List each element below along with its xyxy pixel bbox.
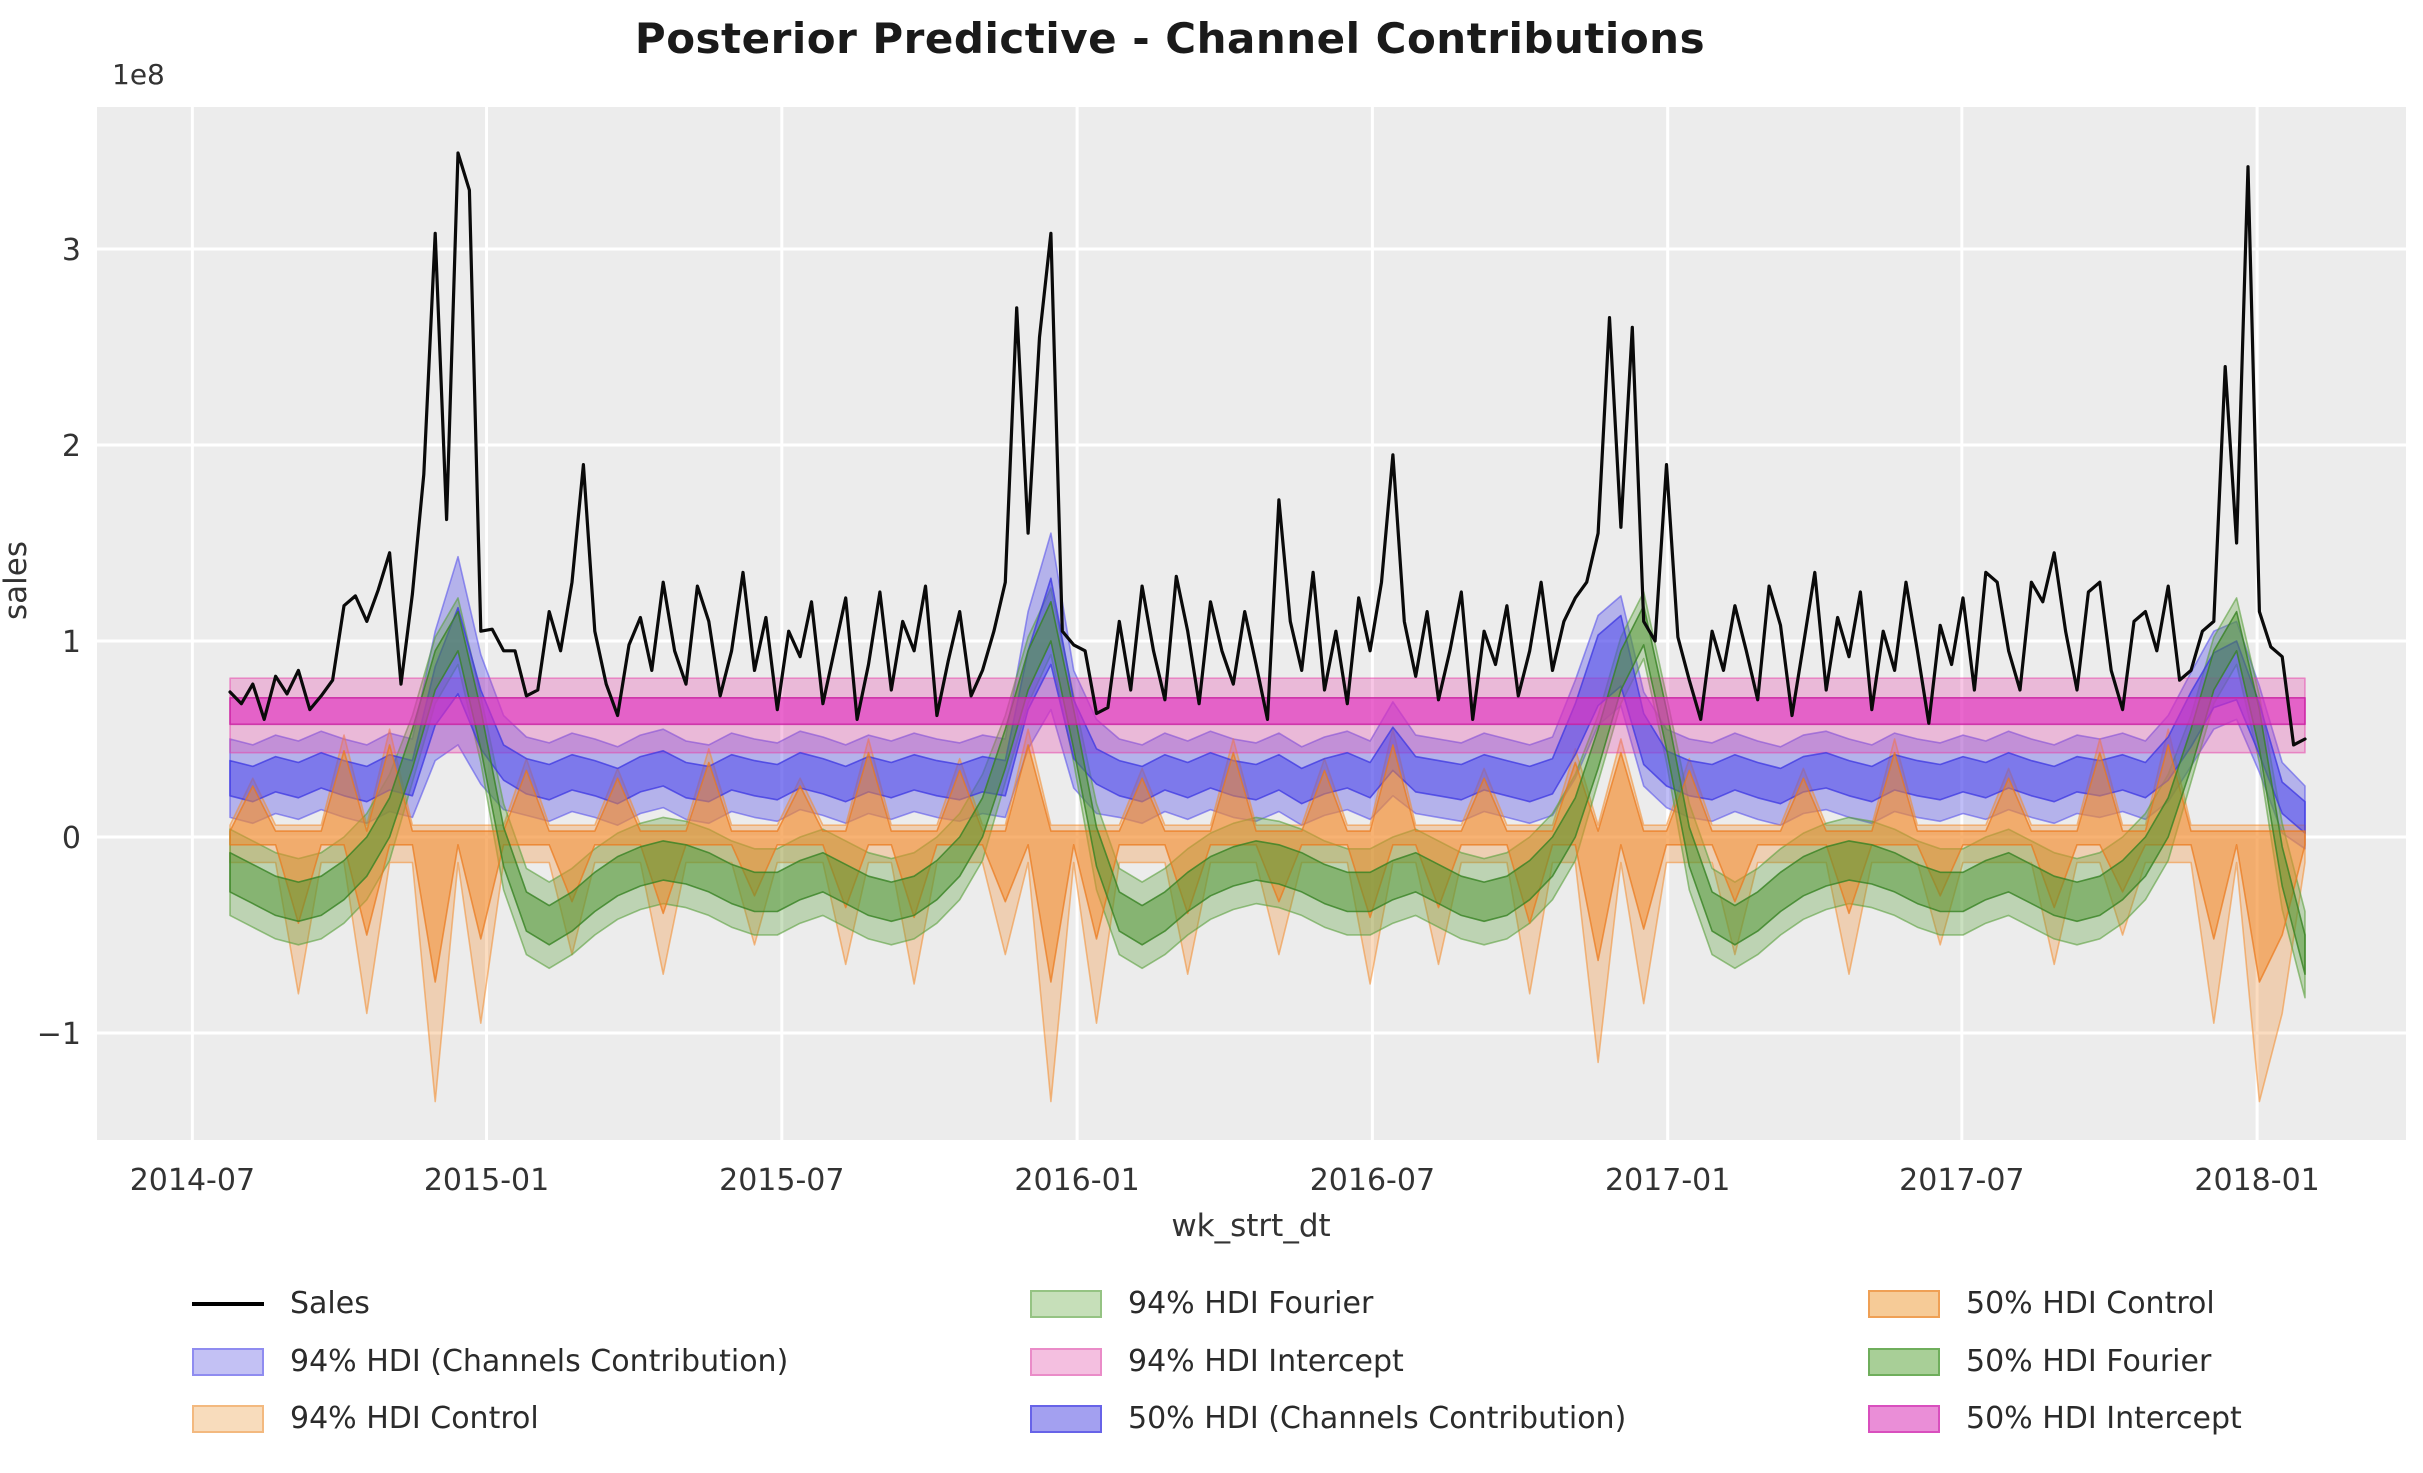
legend-label: 94% HDI Fourier <box>1128 1286 1374 1321</box>
x-tick-label: 2015-07 <box>719 1163 844 1198</box>
x-tick-label: 2016-01 <box>1014 1163 1139 1198</box>
x-tick-label: 2016-07 <box>1310 1163 1435 1198</box>
legend-patch-swatch <box>1030 1347 1102 1376</box>
legend-label: Sales <box>290 1286 370 1321</box>
legend-line-swatch <box>192 1301 264 1306</box>
legend-label: 50% HDI (Channels Contribution) <box>1128 1401 1627 1436</box>
legend-item-94-hdi-fourier: 94% HDI Fourier <box>1030 1286 1373 1321</box>
legend-patch-swatch <box>1868 1289 1940 1318</box>
legend-patch-swatch <box>1030 1404 1102 1433</box>
x-tick-label: 2017-01 <box>1605 1163 1730 1198</box>
x-tick-label: 2018-01 <box>2194 1163 2319 1198</box>
legend-label: 94% HDI Intercept <box>1128 1344 1404 1379</box>
legend-item-94-hdi-channels-contribution: 94% HDI (Channels Contribution) <box>192 1344 788 1379</box>
y-tick-label: 0 <box>62 821 81 856</box>
x-tick-label: 2017-07 <box>1899 1163 2024 1198</box>
legend-item-50-hdi-channels-contribution: 50% HDI (Channels Contribution) <box>1030 1401 1626 1436</box>
x-tick-label: 2015-01 <box>424 1163 549 1198</box>
legend-patch-swatch <box>1868 1404 1940 1433</box>
legend-label: 94% HDI (Channels Contribution) <box>290 1344 789 1379</box>
legend-item-50-hdi-intercept: 50% HDI Intercept <box>1868 1401 2242 1436</box>
legend-item-94-hdi-intercept: 94% HDI Intercept <box>1030 1344 1404 1379</box>
legend-label: 50% HDI Fourier <box>1966 1344 2212 1379</box>
legend-item-sales: Sales <box>192 1286 370 1321</box>
legend-item-94-hdi-control: 94% HDI Control <box>192 1401 539 1436</box>
band-50-hdi-channels <box>229 577 2306 834</box>
y-tick-label: −1 <box>37 1017 81 1052</box>
legend-label: 94% HDI Control <box>290 1401 539 1436</box>
legend-label: 50% HDI Control <box>1966 1286 2215 1321</box>
y-tick-label: 1 <box>62 625 81 660</box>
sales-line <box>228 151 2307 747</box>
legend-item-50-hdi-fourier: 50% HDI Fourier <box>1868 1344 2211 1379</box>
y-tick-label: 3 <box>62 233 81 268</box>
chart-title: Posterior Predictive - Channel Contribut… <box>634 14 1706 63</box>
legend-patch-swatch <box>192 1347 264 1376</box>
y-axis-offset-label: 1e8 <box>112 58 165 91</box>
legend-item-50-hdi-control: 50% HDI Control <box>1868 1286 2215 1321</box>
legend-patch-swatch <box>1030 1289 1102 1318</box>
y-axis-label: sales <box>0 541 34 620</box>
legend-patch-swatch <box>1868 1347 1940 1376</box>
x-tick-label: 2014-07 <box>130 1163 255 1198</box>
legend-patch-swatch <box>192 1404 264 1433</box>
x-axis-label: wk_strt_dt <box>1171 1208 1331 1244</box>
y-tick-label: 2 <box>62 429 81 464</box>
legend-label: 50% HDI Intercept <box>1966 1401 2242 1436</box>
band-50-hdi-fourier <box>229 601 2306 975</box>
